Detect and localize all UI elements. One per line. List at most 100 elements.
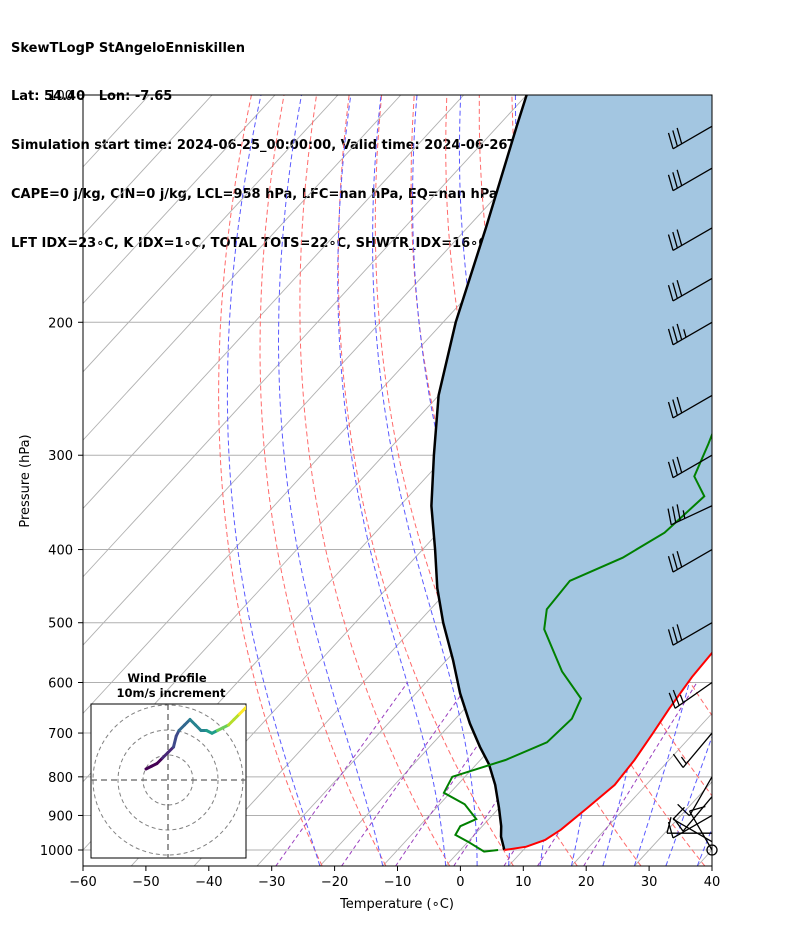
y-tick-label: 700 <box>48 727 73 742</box>
barb-staff <box>672 125 713 150</box>
dry-adiabat <box>445 95 706 866</box>
isotherm-line <box>83 95 465 510</box>
wind-barb <box>672 796 713 832</box>
barb-half-flag <box>680 756 687 765</box>
temperature-line <box>504 651 712 851</box>
series-layer <box>430 95 712 853</box>
y-tick-label: 600 <box>48 677 73 692</box>
header-stability-indices: CAPE=0 j/kg, CIN=0 j/kg, LCL=958 hPa, LF… <box>11 187 498 203</box>
isotherm-line <box>83 95 402 441</box>
x-tick-label: 0 <box>456 875 464 890</box>
wind-barb <box>667 227 713 252</box>
moist-adiabat <box>337 95 447 866</box>
barb-staff <box>672 622 713 646</box>
barb-staff <box>672 321 713 346</box>
dry-adiabat <box>410 95 642 866</box>
barb-half-flag <box>682 510 686 519</box>
barb-flag <box>672 231 678 249</box>
barb-flag <box>672 326 678 343</box>
dry-adiabat <box>772 95 794 866</box>
barb-flag <box>676 279 683 297</box>
wind-barb <box>667 125 713 150</box>
dry-adiabat <box>299 95 451 866</box>
wind-barb <box>688 805 713 851</box>
x-tick-label: −10 <box>384 875 411 890</box>
wind-barb <box>668 681 713 709</box>
wind-barb <box>672 732 713 768</box>
moist-adiabat <box>729 95 794 866</box>
wind-barb <box>677 776 713 817</box>
barb-flag <box>672 817 684 832</box>
isotherm-line <box>83 95 276 305</box>
wind-barbs <box>666 125 718 856</box>
dry-adiabat <box>218 95 323 866</box>
y-tick-label: 1000 <box>40 844 73 859</box>
wind-barb <box>667 622 713 646</box>
barb-flag <box>672 689 680 706</box>
dry-adiabat <box>259 95 387 866</box>
barb-staff <box>672 167 713 192</box>
barb-flag <box>672 172 678 189</box>
hodograph-segment <box>172 734 178 749</box>
wind-barb <box>667 814 713 839</box>
x-tick-label: −50 <box>132 875 159 890</box>
dry-adiabat <box>740 95 794 866</box>
barb-staff <box>672 814 713 839</box>
barb-flag <box>672 459 678 476</box>
x-tick-label: −40 <box>195 875 222 890</box>
barb-flag <box>676 456 683 473</box>
barb-flag <box>676 323 683 340</box>
barb-flag <box>677 803 690 817</box>
barb-flag <box>672 399 678 416</box>
barb-staff <box>672 454 713 479</box>
barb-flag <box>667 556 674 573</box>
wind-barb <box>667 394 713 419</box>
isotherm-line <box>571 712 712 866</box>
y-tick-label: 300 <box>48 449 73 464</box>
chart-header: SkewTLogP StAngeloEnniskillen Lat: 54.40… <box>11 8 604 269</box>
axes-layer: −60 −50 −40 −30 −20 −10 0 10 20 30 40 1000 900 800 700… <box>40 89 720 890</box>
barb-staff <box>672 394 713 419</box>
y-axis-label: Pressure (hPa) <box>18 434 33 527</box>
barb-staff <box>672 548 713 573</box>
x-tick-label: −20 <box>321 875 348 890</box>
moist-adiabat <box>633 95 712 866</box>
barb-flag <box>667 461 674 478</box>
y-tick-label: 200 <box>48 316 73 331</box>
moist-adiabat <box>278 95 384 866</box>
barb-flag <box>667 629 674 646</box>
hodograph-subtitle: 10m/s increment <box>117 686 226 700</box>
barb-staff <box>670 505 713 526</box>
barb-flag <box>676 396 683 414</box>
x-tick-label: 40 <box>704 875 721 890</box>
header-title: SkewTLogP StAngeloEnniskillen <box>11 40 245 56</box>
x-tick-label: 30 <box>641 875 658 890</box>
moist-adiabat <box>372 95 478 866</box>
barb-flag <box>672 553 678 570</box>
barb-flag <box>671 506 677 523</box>
barb-flag <box>672 130 678 147</box>
barb-staff <box>682 732 713 768</box>
barb-staff <box>672 227 713 252</box>
barb-flag <box>672 282 678 299</box>
barb-staff <box>672 277 713 302</box>
barb-flag <box>667 821 674 839</box>
wind-barb <box>667 277 713 302</box>
cape-shading <box>431 95 712 850</box>
isotherm-line <box>83 95 339 373</box>
barb-flag <box>667 234 674 251</box>
isotherm-line <box>83 95 527 578</box>
dewpoint-line <box>442 431 712 853</box>
y-tick-label: 800 <box>48 771 73 786</box>
x-tick-label: −30 <box>258 875 285 890</box>
barb-flag <box>676 169 683 186</box>
barb-flag <box>676 127 683 144</box>
barb-flag <box>667 401 674 419</box>
barb-flag <box>676 551 683 568</box>
mixing-ratio-line <box>275 682 408 866</box>
y-tick-label: 400 <box>48 544 73 559</box>
x-axis-label: Temperature (∘C) <box>339 897 454 912</box>
barb-staff <box>674 681 713 709</box>
wind-barb <box>667 321 713 346</box>
